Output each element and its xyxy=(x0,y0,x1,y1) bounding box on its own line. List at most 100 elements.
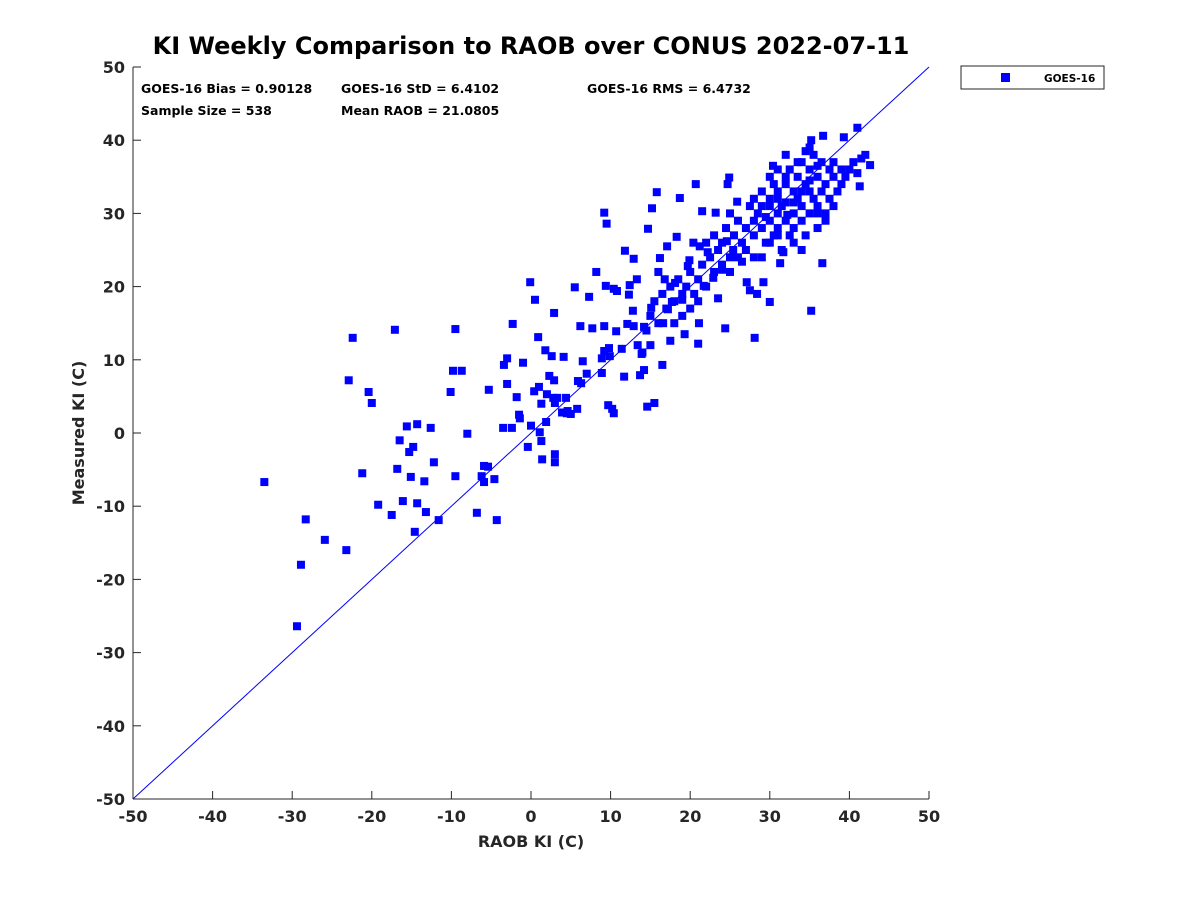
data-point xyxy=(776,259,785,268)
data-point xyxy=(608,404,617,413)
data-point xyxy=(490,475,499,484)
data-point xyxy=(757,202,766,211)
data-point xyxy=(605,344,614,353)
data-point xyxy=(535,428,544,437)
data-point xyxy=(406,472,415,481)
data-point xyxy=(773,187,782,196)
data-point xyxy=(530,295,539,304)
data-point xyxy=(597,354,606,363)
data-point xyxy=(672,232,681,241)
data-point xyxy=(793,172,802,181)
data-point xyxy=(733,253,742,262)
data-point xyxy=(710,231,719,240)
data-point xyxy=(566,409,575,418)
data-point xyxy=(537,437,546,446)
data-point xyxy=(773,209,782,218)
data-point xyxy=(638,348,647,357)
data-point xyxy=(809,194,818,203)
data-point xyxy=(725,173,734,182)
x-tick-label: 30 xyxy=(759,807,781,826)
legend: GOES-16 xyxy=(960,65,1105,90)
data-point xyxy=(821,180,830,189)
data-point xyxy=(612,327,621,336)
data-point xyxy=(503,379,512,388)
data-point xyxy=(395,436,404,445)
data-point xyxy=(726,267,734,276)
data-point xyxy=(643,402,652,411)
data-point xyxy=(749,231,758,240)
data-point xyxy=(633,341,642,350)
data-point xyxy=(413,499,422,508)
data-point xyxy=(813,172,822,181)
data-points xyxy=(260,123,875,631)
y-tick-label: 50 xyxy=(103,58,125,77)
x-tick-label: -30 xyxy=(278,807,307,826)
data-point xyxy=(785,231,794,240)
data-point xyxy=(805,165,814,174)
data-point xyxy=(686,304,695,313)
y-tick-label: 40 xyxy=(103,131,125,150)
data-point xyxy=(765,172,774,181)
data-point xyxy=(519,358,528,367)
data-point xyxy=(829,172,838,181)
data-point xyxy=(837,180,846,189)
legend-box xyxy=(960,65,1105,90)
data-point xyxy=(538,455,547,464)
data-point xyxy=(387,510,396,519)
data-point xyxy=(749,253,758,262)
data-point xyxy=(726,253,734,262)
data-point xyxy=(797,246,806,254)
data-point xyxy=(658,289,667,298)
data-point xyxy=(726,209,734,218)
data-point xyxy=(562,393,571,402)
data-point xyxy=(839,133,848,142)
data-point xyxy=(689,238,698,247)
data-point xyxy=(576,322,585,331)
data-point xyxy=(499,360,508,369)
data-point xyxy=(741,224,750,233)
data-point xyxy=(683,262,692,271)
legend-marker xyxy=(1001,73,1010,82)
data-point xyxy=(777,246,786,254)
data-point xyxy=(592,267,601,276)
data-point xyxy=(609,409,618,418)
data-point xyxy=(678,289,687,298)
data-point xyxy=(292,622,301,631)
data-point xyxy=(718,265,727,274)
data-point xyxy=(678,295,687,304)
x-tick-label: 20 xyxy=(679,807,701,826)
data-point xyxy=(807,136,816,145)
data-point xyxy=(718,238,727,247)
data-point xyxy=(690,289,699,298)
data-point xyxy=(612,286,621,295)
stat-bias: GOES-16 Bias = 0.90128 xyxy=(141,81,312,96)
data-point xyxy=(703,248,712,257)
stat-mean-raob: Mean RAOB = 21.0805 xyxy=(341,103,499,118)
data-point xyxy=(542,418,551,427)
data-point xyxy=(413,420,422,429)
data-point xyxy=(694,319,703,328)
data-point xyxy=(457,366,466,375)
data-point xyxy=(629,322,638,331)
data-point xyxy=(260,478,269,487)
data-point xyxy=(694,297,703,306)
data-point xyxy=(749,194,758,203)
data-point xyxy=(721,324,730,333)
data-point xyxy=(733,216,742,225)
data-point xyxy=(757,224,766,233)
data-point xyxy=(508,319,517,328)
stat-std: GOES-16 StD = 6.4102 xyxy=(341,81,499,96)
data-point xyxy=(646,311,655,320)
data-point xyxy=(805,209,814,218)
data-point xyxy=(620,372,629,381)
data-point xyxy=(709,273,718,282)
data-point xyxy=(484,385,493,394)
data-point xyxy=(818,259,827,268)
data-point xyxy=(660,275,669,284)
data-point xyxy=(530,387,539,396)
data-point xyxy=(463,429,472,438)
axes: -50 -40 -30 -20 -10 0 10 20 30 40 50 -50 -40 -30 -20 -1… xyxy=(96,58,940,826)
data-point xyxy=(761,213,770,222)
data-point xyxy=(344,376,353,385)
